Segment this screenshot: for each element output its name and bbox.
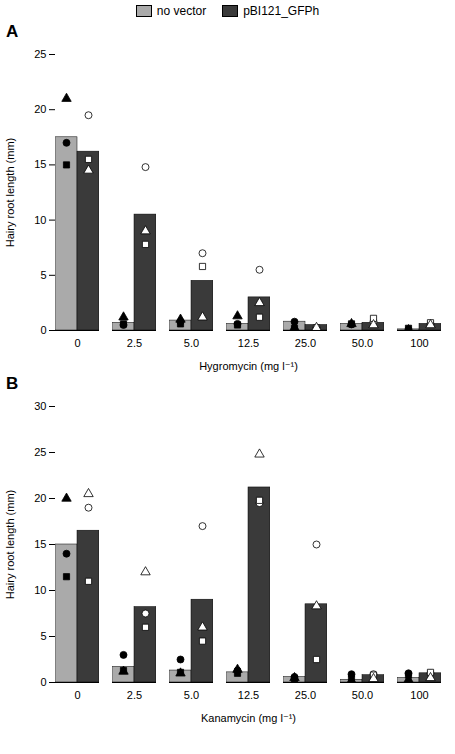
svg-text:25: 25 (34, 48, 46, 60)
svg-text:2.5: 2.5 (127, 689, 142, 701)
svg-text:0: 0 (40, 324, 46, 336)
html-text:A: A (6, 22, 19, 41)
svg-text:2.5: 2.5 (127, 337, 142, 349)
svg-text:15: 15 (34, 158, 46, 170)
svg-text:10: 10 (34, 214, 46, 226)
html-text:no vector: no vector (156, 4, 207, 18)
svg-text:100: 100 (410, 689, 428, 701)
html-text:B: B (6, 374, 19, 393)
svg-text:0: 0 (40, 676, 46, 688)
svg-text:12.5: 12.5 (238, 337, 259, 349)
svg-text:5.0: 5.0 (184, 337, 199, 349)
svg-text:Kanamycin (mg l⁻¹): Kanamycin (mg l⁻¹) (201, 712, 296, 724)
svg-text:Hairy root length (mm): Hairy root length (mm) (4, 138, 16, 247)
svg-text:25.0: 25.0 (295, 689, 316, 701)
svg-text:0: 0 (74, 689, 80, 701)
svg-text:15: 15 (34, 538, 46, 550)
svg-text:100: 100 (410, 337, 428, 349)
svg-text:25.0: 25.0 (295, 337, 316, 349)
svg-text:25: 25 (34, 446, 46, 458)
svg-text:30: 30 (34, 400, 46, 412)
svg-text:20: 20 (34, 492, 46, 504)
svg-text:10: 10 (34, 584, 46, 596)
svg-text:Hygromycin (mg l⁻¹): Hygromycin (mg l⁻¹) (199, 360, 298, 372)
svg-text:5: 5 (40, 630, 46, 642)
svg-text:50.0: 50.0 (352, 337, 373, 349)
svg-text:12.5: 12.5 (238, 689, 259, 701)
svg-text:Hairy root length (mm): Hairy root length (mm) (4, 490, 16, 599)
svg-text:5.0: 5.0 (184, 689, 199, 701)
svg-text:0: 0 (74, 337, 80, 349)
svg-text:20: 20 (34, 103, 46, 115)
svg-text:50.0: 50.0 (352, 689, 373, 701)
svg-text:5: 5 (40, 269, 46, 281)
html-text:pBI121_GFPh: pBI121_GFPh (243, 4, 320, 18)
